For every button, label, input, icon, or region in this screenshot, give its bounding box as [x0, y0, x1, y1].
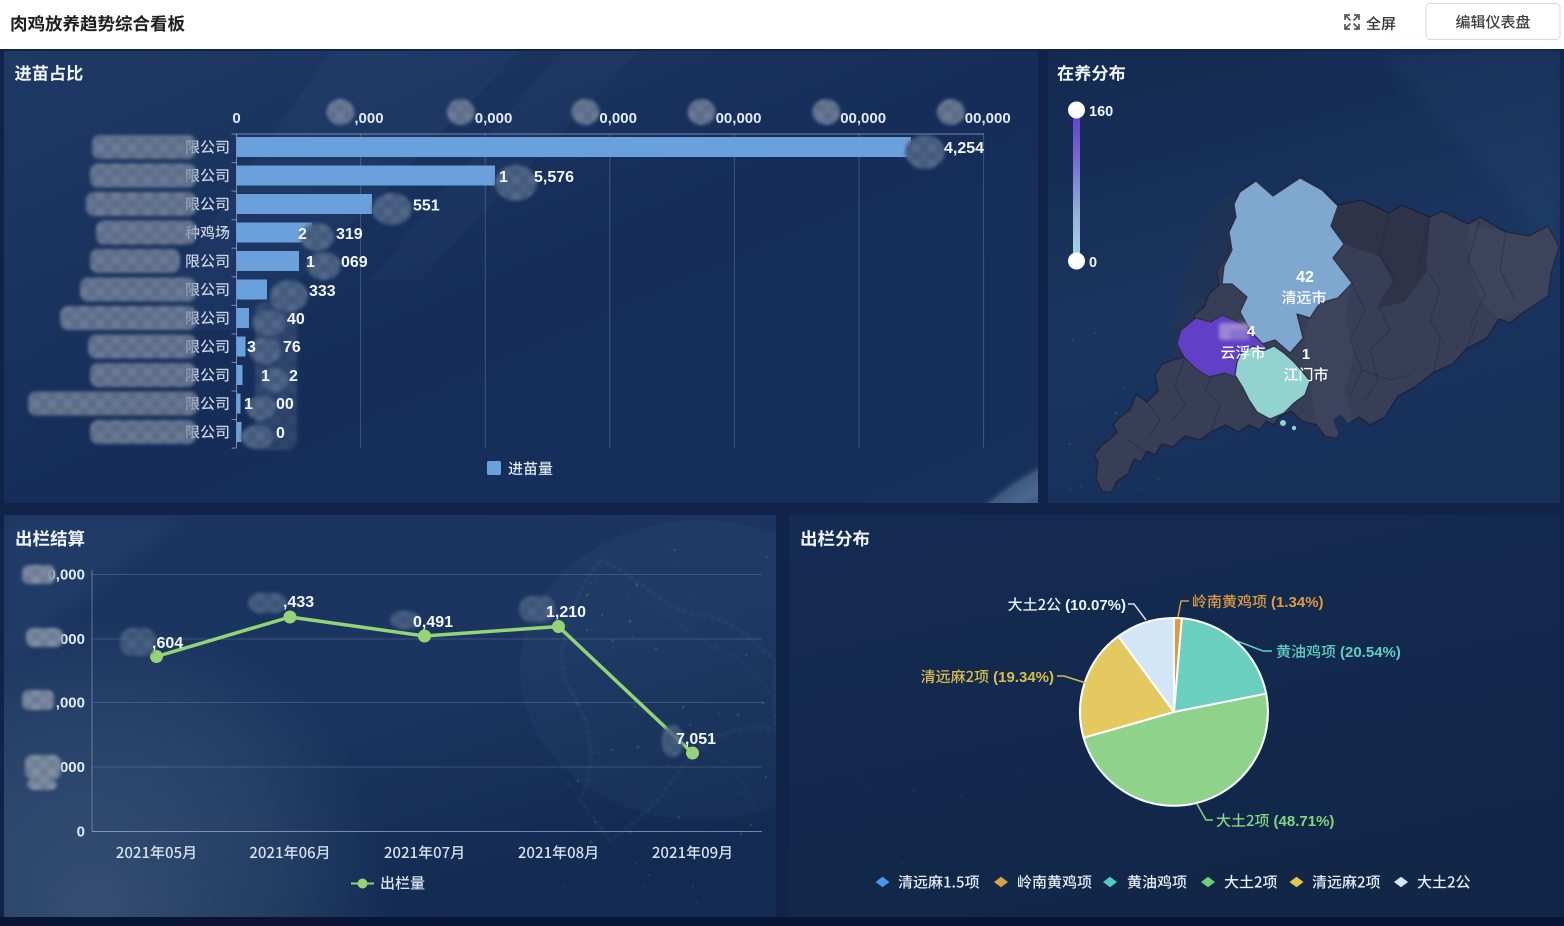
svg-text:000: 000 [60, 759, 85, 776]
svg-text:7,051: 7,051 [676, 731, 716, 748]
svg-text:319: 319 [336, 226, 363, 243]
svg-text:,604: ,604 [152, 635, 183, 652]
svg-text:0: 0 [1089, 255, 1097, 271]
svg-text:2: 2 [289, 368, 298, 385]
svg-text:,000: ,000 [56, 695, 85, 712]
svg-text:0,000: 0,000 [475, 110, 513, 127]
svg-text:(19.34%): (19.34%) [993, 669, 1054, 686]
svg-text:00: 00 [276, 396, 294, 413]
svg-text:40: 40 [287, 311, 305, 328]
svg-text:1,210: 1,210 [546, 604, 586, 621]
svg-text:1: 1 [306, 254, 315, 271]
svg-text:0,000: 0,000 [47, 567, 85, 584]
svg-text:3: 3 [247, 339, 256, 356]
svg-text:000: 000 [60, 631, 85, 648]
svg-text:00,000: 00,000 [840, 110, 886, 127]
svg-text:0,000: 0,000 [599, 110, 637, 127]
svg-text:1: 1 [244, 396, 253, 413]
svg-text:069: 069 [341, 254, 368, 271]
svg-text:2: 2 [298, 226, 307, 243]
svg-text:00,000: 00,000 [716, 110, 762, 127]
svg-text:0: 0 [276, 425, 285, 442]
svg-text:4,254: 4,254 [944, 140, 984, 157]
svg-text:(48.71%): (48.71%) [1274, 813, 1335, 830]
svg-text:0: 0 [232, 110, 240, 127]
svg-text:(10.07%): (10.07%) [1065, 597, 1126, 614]
svg-text:,000: ,000 [354, 110, 383, 127]
svg-text:00,000: 00,000 [965, 110, 1011, 127]
svg-text:551: 551 [413, 198, 440, 215]
svg-text:333: 333 [309, 283, 336, 300]
svg-text:(20.54%): (20.54%) [1340, 644, 1401, 661]
svg-text:1: 1 [499, 169, 508, 186]
svg-text:1: 1 [1302, 346, 1310, 363]
svg-text:4: 4 [1247, 323, 1256, 340]
svg-text:42: 42 [1296, 269, 1314, 286]
svg-text:,433: ,433 [283, 594, 314, 611]
svg-text:(1.34%): (1.34%) [1271, 594, 1324, 611]
svg-text:76: 76 [283, 339, 301, 356]
svg-text:5,576: 5,576 [534, 169, 574, 186]
svg-text:0,491: 0,491 [413, 614, 453, 631]
svg-text:1: 1 [261, 368, 270, 385]
svg-text:0: 0 [77, 824, 85, 841]
svg-text:160: 160 [1089, 104, 1113, 120]
